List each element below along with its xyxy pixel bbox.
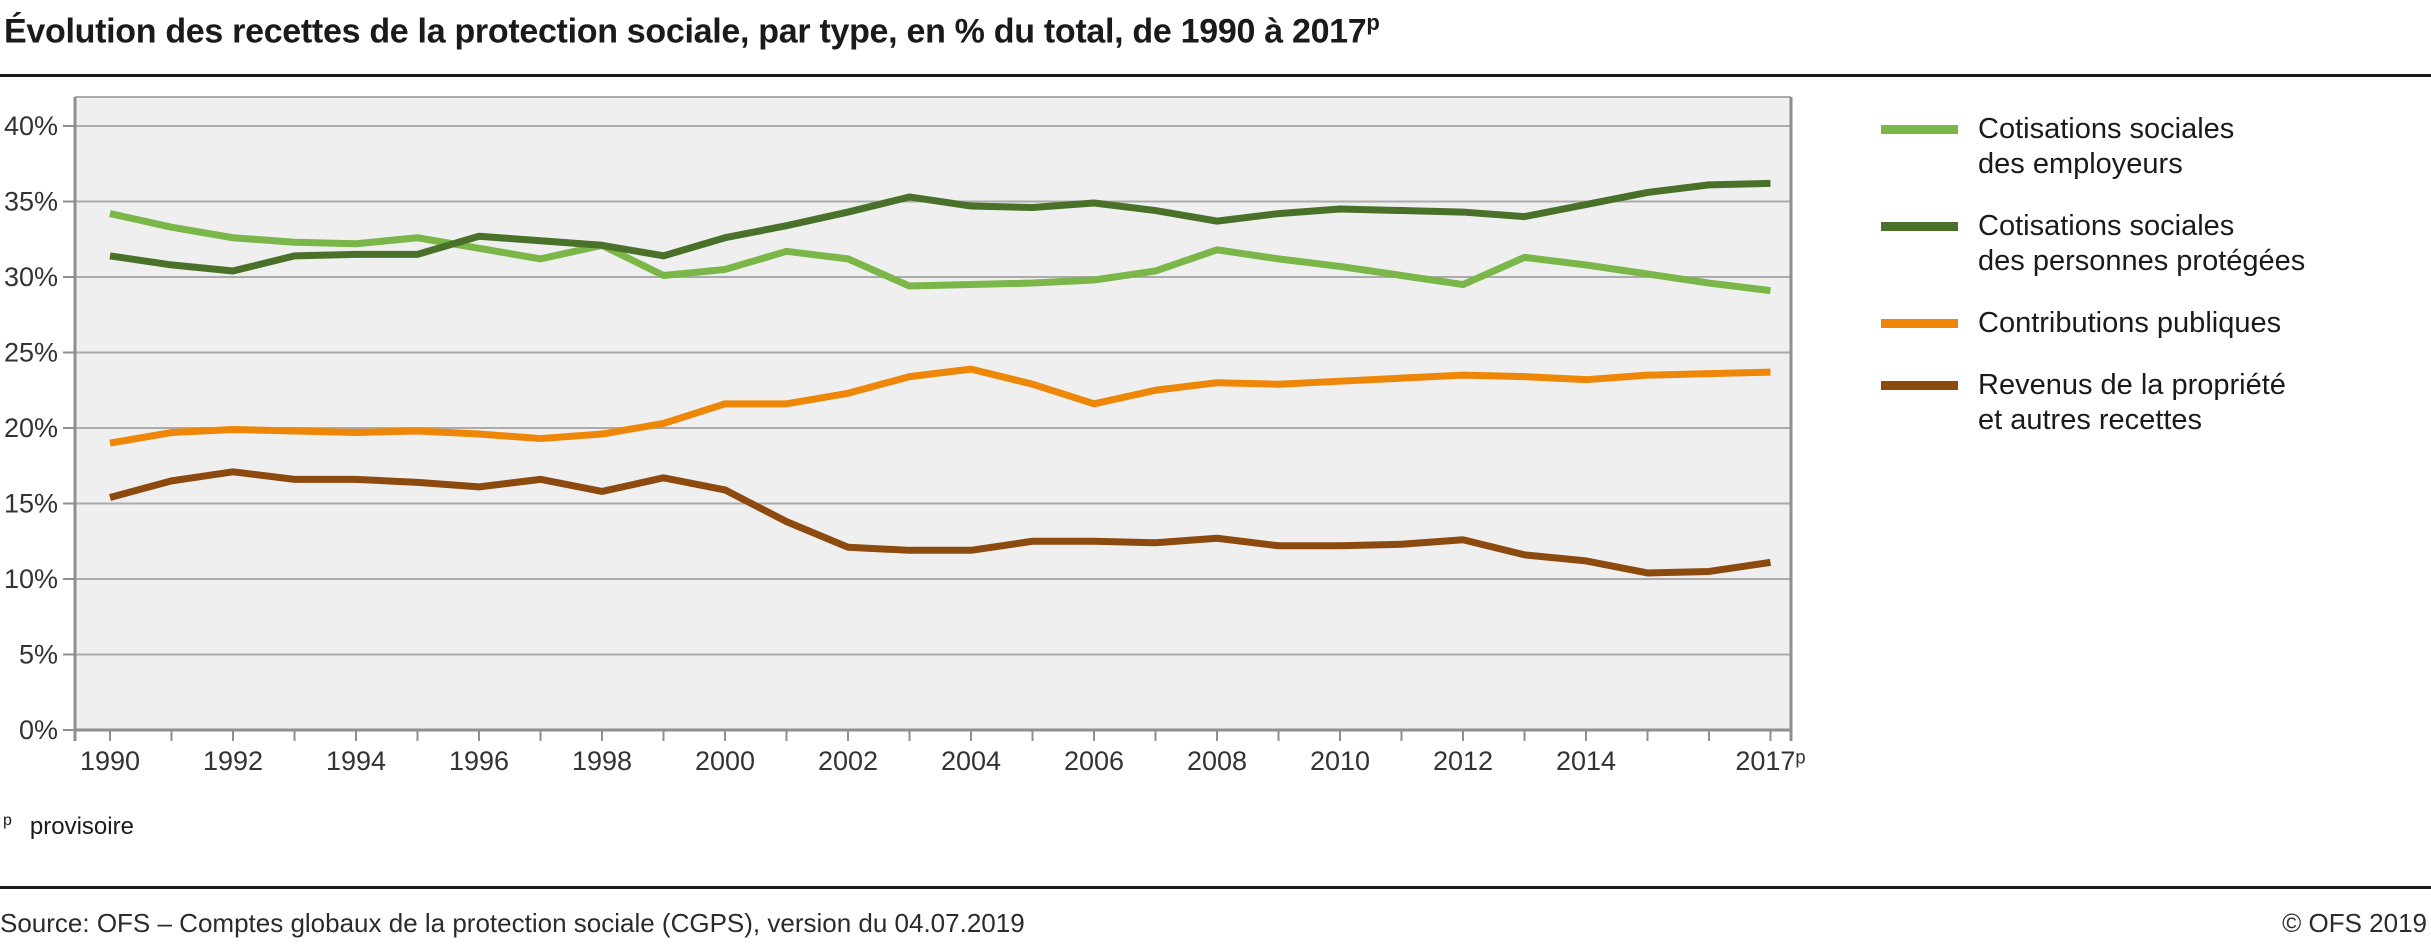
legend-label-cotisations-personnes-protegees: Cotisations sociales des personnes proté… [1978,210,2306,277]
legend-label-cotisations-employeurs: Cotisations sociales des employeurs [1978,113,2235,180]
legend-item-contributions-publiques: Contributions publiques [1881,306,2305,341]
x-tick-label-2004: 2004 [941,746,1001,776]
copyright-text: © OFS 2019 [2282,908,2427,938]
y-tick-label-10pct: 10% [4,564,58,594]
x-tick-label-2008: 2008 [1187,746,1247,776]
footer-divider [0,886,2431,889]
x-tick-label-2010: 2010 [1310,746,1370,776]
x-tick-label-1996: 1996 [449,746,509,776]
x-tick-label-2014: 2014 [1556,746,1616,776]
x-tick-label-2006: 2006 [1064,746,1124,776]
footnote-text: provisoire [29,813,134,840]
legend-swatch-revenus-propriete [1881,381,1958,390]
y-tick-label-0pct: 0% [19,715,58,745]
x-tick-label-2002: 2002 [818,746,878,776]
y-tick-label-25pct: 25% [4,338,58,368]
legend-item-cotisations-employeurs: Cotisations sociales des employeurs [1881,112,2305,182]
x-tick-label-1990: 1990 [80,746,140,776]
series-line-revenus-propriete [109,468,1772,577]
y-tick-label-5pct: 5% [19,640,58,670]
footer: Source: OFS – Comptes globaux de la prot… [0,908,2427,939]
y-tick-label-20pct: 20% [4,413,58,443]
line-chart: 0% 5% 10% 15% 20% 25% 30% 35% 40% 1990 1992 1994 199… [4,96,1806,776]
x-tick-label-2017: 2017ᵖ [1735,746,1805,776]
y-tick-label-30pct: 30% [4,262,58,292]
footnote-marker: p [3,812,12,829]
legend-swatch-contributions-publiques [1881,319,1958,328]
y-tick-label-15pct: 15% [4,489,58,519]
x-tick-label-2000: 2000 [695,746,755,776]
legend-item-revenus-propriete: Revenus de la propriété et autres recett… [1881,368,2305,438]
series-line-cotisations-personnes-protegees [109,179,1771,275]
series-line-contributions-publiques [109,365,1771,447]
y-tick-label-35pct: 35% [4,187,58,217]
series-line-cotisations-employeurs [109,210,1771,295]
legend-label-revenus-propriete: Revenus de la propriété et autres recett… [1978,369,2286,436]
footnote: p provisoire [3,812,134,841]
page-title-text: Évolution des recettes de la protection … [4,12,1367,51]
page-title-superscript: p [1366,10,1380,35]
y-tick-label-40pct: 40% [4,111,58,141]
page-title: Évolution des recettes de la protection … [4,10,1380,51]
x-tick-label-1992: 1992 [203,746,263,776]
chart-legend: Cotisations sociales des employeurs Cotis… [1881,112,2305,465]
plot-area [75,97,1791,730]
x-tick-label-1998: 1998 [572,746,632,776]
legend-label-contributions-publiques: Contributions publiques [1978,307,2282,339]
legend-swatch-cotisations-personnes-protegees [1881,222,1958,231]
legend-swatch-cotisations-employeurs [1881,125,1958,134]
x-tick-label-1994: 1994 [326,746,386,776]
legend-item-cotisations-personnes-protegees: Cotisations sociales des personnes proté… [1881,209,2305,279]
title-divider [0,74,2431,77]
x-tick-label-2012: 2012 [1433,746,1493,776]
source-text: Source: OFS – Comptes globaux de la prot… [0,908,1025,938]
